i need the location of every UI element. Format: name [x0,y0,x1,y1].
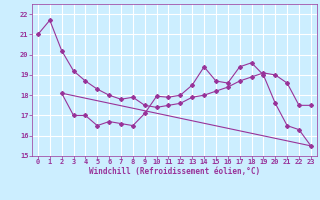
X-axis label: Windchill (Refroidissement éolien,°C): Windchill (Refroidissement éolien,°C) [89,167,260,176]
